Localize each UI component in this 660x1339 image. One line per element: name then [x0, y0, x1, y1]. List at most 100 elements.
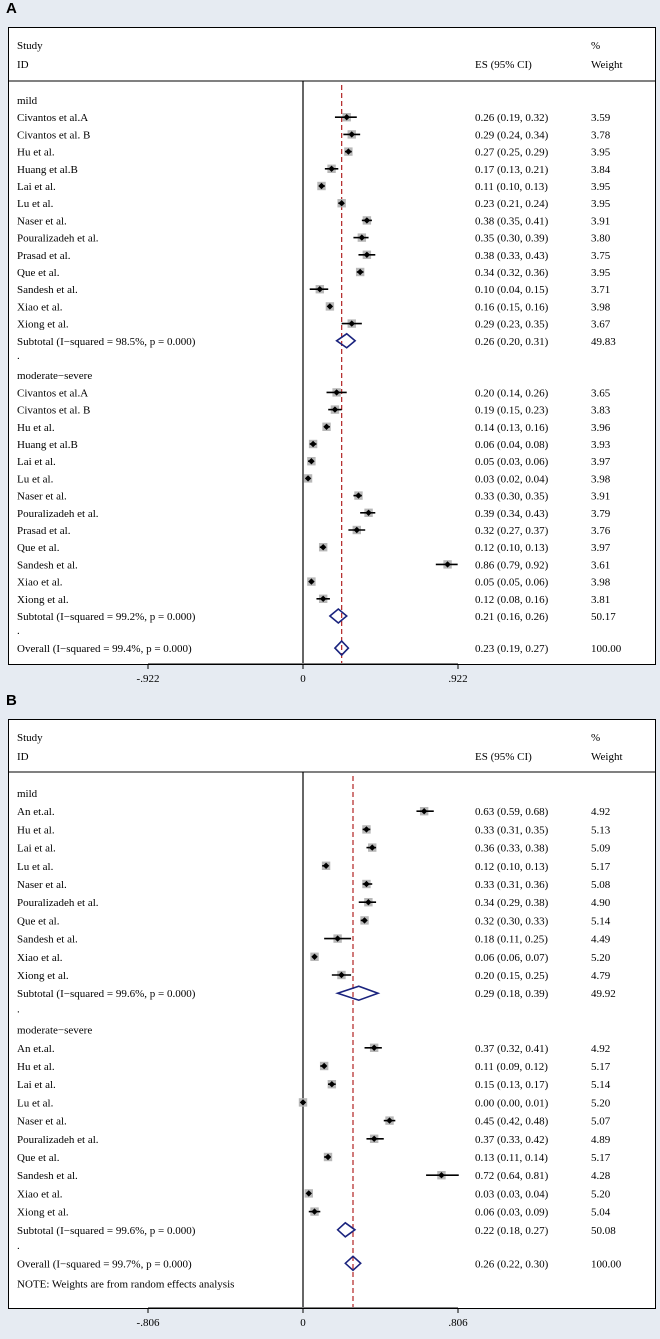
study-es-text: 0.29 (0.24, 0.34) [475, 129, 549, 141]
study-es-text: 0.72 (0.64, 0.81) [475, 1170, 549, 1182]
study-label: Xiong et al. [17, 594, 69, 606]
study-weight: 4.92 [591, 806, 610, 818]
study-es-text: 0.29 (0.23, 0.35) [475, 319, 549, 331]
forest-chart-b: Study ID ES (95% CI)% Weight mild An et.al. 0.… [9, 732, 655, 1307]
study-weight: 5.17 [591, 861, 611, 873]
study-weight: 3.98 [591, 577, 611, 589]
point-estimate [333, 389, 340, 396]
study-weight: 3.65 [591, 387, 611, 399]
study-label: Lai et al. [17, 843, 56, 855]
subtotal-es-text: 0.22 (0.18, 0.27) [475, 1225, 549, 1237]
study-es-text: 0.06 (0.03, 0.09) [475, 1207, 549, 1219]
point-estimate [444, 561, 451, 568]
study-label: Xiao et al. [17, 952, 63, 964]
point-estimate [355, 492, 362, 499]
study-weight: 5.09 [591, 843, 611, 855]
study-weight: 5.17 [591, 1061, 611, 1073]
study-es-text: 0.16 (0.15, 0.16) [475, 301, 549, 313]
study-es-text: 0.33 (0.30, 0.35) [475, 491, 549, 503]
study-weight: 3.95 [591, 198, 611, 210]
study-label: Huang et al.B [17, 439, 78, 451]
study-weight: 5.20 [591, 1188, 611, 1200]
study-label: Que et al. [17, 542, 60, 554]
x-tick-label: .806 [448, 1317, 468, 1329]
study-label: Sandesh et al. [17, 559, 78, 571]
point-estimate [353, 526, 360, 534]
study-es-text: 0.33 (0.31, 0.35) [475, 824, 549, 836]
point-estimate [318, 182, 325, 190]
x-axis-a: -.922 0 .922 [137, 663, 468, 685]
study-label: Naser et al. [17, 491, 67, 503]
point-estimate [319, 544, 327, 551]
forest-chart-a: Study ID ES (95% CI)% Weight mild Civantos et… [9, 40, 655, 664]
point-estimate [320, 1062, 328, 1070]
subtotal-weight: 50.17 [591, 611, 616, 623]
study-label: Lai et al. [17, 181, 56, 193]
study-es-text: 0.12 (0.10, 0.13) [475, 861, 549, 873]
study-label: Lu et al. [17, 473, 54, 485]
study-weight: 3.61 [591, 559, 610, 571]
study-es-text: 0.32 (0.30, 0.33) [475, 915, 549, 927]
study-es-text: 0.12 (0.10, 0.13) [475, 542, 549, 554]
study-label: Huang et al.B [17, 164, 78, 176]
study-es-text: 0.38 (0.35, 0.41) [475, 215, 549, 227]
study-weight: 4.28 [591, 1170, 611, 1182]
study-weight: 3.97 [591, 456, 611, 468]
study-es-text: 0.12 (0.08, 0.16) [475, 594, 549, 606]
study-weight: 3.81 [591, 594, 610, 606]
study-weight: 3.71 [591, 284, 610, 296]
study-label: Civantos et al.A [17, 387, 88, 399]
study-es-text: 0.00 (0.00, 0.01) [475, 1097, 549, 1109]
header-percent: % [591, 40, 600, 52]
study-weight: 3.67 [591, 319, 611, 331]
study-es-text: 0.37 (0.32, 0.41) [475, 1043, 549, 1055]
panel-b: B Study ID ES (95% CI)% Weight mild An et.al.… [0, 692, 660, 1339]
study-weight: 5.14 [591, 1079, 611, 1091]
study-es-text: 0.03 (0.02, 0.04) [475, 473, 549, 485]
subtotal-es-text: 0.29 (0.18, 0.39) [475, 988, 549, 1000]
study-label: Lu et al. [17, 861, 54, 873]
point-estimate [363, 217, 371, 224]
study-label: Lai et al. [17, 1079, 56, 1091]
study-label: Que et al. [17, 267, 60, 279]
study-es-text: 0.27 (0.25, 0.29) [475, 147, 549, 159]
study-weight: 5.08 [591, 879, 611, 891]
study-es-text: 0.11 (0.09, 0.12) [475, 1061, 548, 1073]
study-weight: 3.98 [591, 301, 611, 313]
study-label: An et.al. [17, 1043, 55, 1055]
header-study: Study [17, 40, 43, 52]
overall-weight: 100.00 [591, 1258, 622, 1270]
study-weight: 5.14 [591, 915, 611, 927]
study-es-text: 0.13 (0.11, 0.14) [475, 1152, 548, 1164]
study-label: Sandesh et al. [17, 1170, 78, 1182]
study-es-text: 0.15 (0.13, 0.17) [475, 1079, 549, 1091]
spacer-dot: . [17, 350, 20, 362]
study-weight: 3.97 [591, 542, 611, 554]
study-es-text: 0.19 (0.15, 0.23) [475, 405, 549, 417]
study-label: Sandesh et al. [17, 934, 78, 946]
point-estimate [358, 234, 366, 241]
study-label: Hu et al. [17, 824, 55, 836]
study-label: Xiao et al. [17, 1188, 63, 1200]
study-label: Prasad et al. [17, 250, 71, 262]
group-label: mild [17, 95, 38, 107]
study-es-text: 0.20 (0.14, 0.26) [475, 387, 549, 399]
point-estimate [323, 423, 330, 430]
header-study: Study [17, 732, 43, 744]
point-estimate [324, 1153, 332, 1161]
point-estimate [328, 165, 335, 172]
study-label: Civantos et al. B [17, 405, 90, 417]
header-id: ID [17, 59, 29, 71]
footnote: NOTE: Weights are from random effects an… [17, 1278, 234, 1290]
study-weight: 5.07 [591, 1116, 611, 1128]
forest-plot-a: Study ID ES (95% CI)% Weight mild Civantos et… [8, 27, 656, 665]
subtotal-diamond [335, 332, 357, 349]
study-es-text: 0.38 (0.33, 0.43) [475, 250, 549, 262]
point-estimate [363, 251, 371, 258]
study-es-text: 0.45 (0.42, 0.48) [475, 1116, 549, 1128]
study-weight: 3.96 [591, 422, 611, 434]
x-axis-b: -.806 0 .806 [137, 1307, 468, 1329]
study-es-text: 0.32 (0.27, 0.37) [475, 525, 549, 537]
study-weight: 3.79 [591, 508, 611, 520]
point-estimate [308, 458, 315, 465]
